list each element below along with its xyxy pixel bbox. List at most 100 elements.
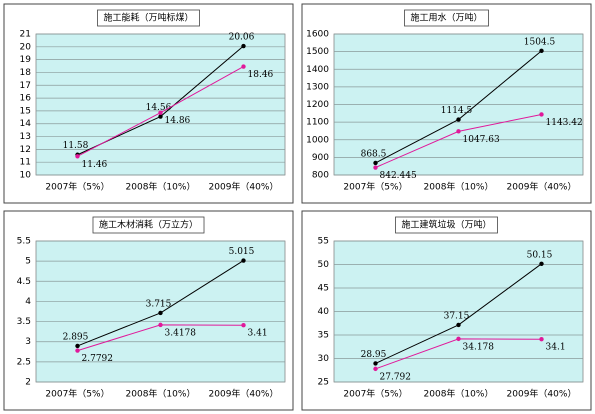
point bbox=[158, 322, 163, 328]
data-label: 14.56 bbox=[146, 103, 172, 113]
point bbox=[75, 154, 80, 159]
x-tick-label: 2008年（10%） bbox=[126, 388, 196, 400]
data-label: 27.792 bbox=[380, 372, 412, 382]
y-tick-label: 2 bbox=[25, 378, 31, 388]
plot-area bbox=[35, 33, 286, 176]
point bbox=[456, 322, 461, 328]
y-tick-label: 3 bbox=[25, 337, 31, 347]
y-tick-label: 55 bbox=[318, 237, 329, 247]
chart-title: 施工木材消耗（万立方） bbox=[99, 219, 198, 231]
point bbox=[241, 64, 246, 69]
point bbox=[456, 117, 461, 122]
point bbox=[539, 261, 544, 266]
y-tick-label: 1600 bbox=[306, 30, 329, 40]
y-tick-label: 900 bbox=[312, 153, 329, 163]
point bbox=[373, 366, 378, 372]
x-tick-label: 2009年（40%） bbox=[507, 181, 577, 193]
y-tick-label: 45 bbox=[318, 284, 329, 294]
y-tick-label: 5.5 bbox=[17, 237, 31, 247]
y-tick-label: 13 bbox=[20, 132, 31, 142]
data-label: 1504.5 bbox=[524, 37, 556, 47]
y-tick-label: 17 bbox=[20, 81, 31, 91]
y-tick-label: 25 bbox=[318, 378, 329, 388]
title-box bbox=[97, 9, 200, 27]
y-tick-label: 18 bbox=[20, 68, 32, 78]
y-tick-label: 1300 bbox=[306, 82, 329, 92]
point bbox=[539, 112, 544, 117]
data-label: 3.4178 bbox=[165, 328, 197, 338]
x-tick-label: 2008年（10%） bbox=[126, 181, 196, 193]
y-tick-label: 4.5 bbox=[17, 277, 31, 287]
y-tick-label: 2.5 bbox=[17, 357, 31, 367]
y-tick-label: 15 bbox=[20, 106, 31, 116]
point bbox=[456, 129, 461, 134]
y-tick-label: 3.5 bbox=[17, 317, 31, 327]
x-tick-label: 2008年（10%） bbox=[424, 388, 494, 400]
y-tick-label: 800 bbox=[312, 171, 329, 181]
point bbox=[241, 322, 246, 328]
y-tick-label: 1100 bbox=[306, 118, 329, 128]
y-tick-label: 12 bbox=[20, 145, 31, 155]
data-label: 37.15 bbox=[444, 311, 470, 321]
data-label: 34.178 bbox=[463, 342, 495, 352]
x-tick-label: 2007年（5%） bbox=[343, 388, 407, 400]
data-label: 2.895 bbox=[63, 332, 89, 342]
y-tick-label: 1500 bbox=[306, 47, 329, 57]
data-label: 3.715 bbox=[146, 299, 172, 309]
x-tick-label: 2007年（5%） bbox=[343, 181, 407, 193]
data-label: 11.58 bbox=[63, 141, 89, 151]
title-box bbox=[92, 216, 205, 234]
data-label: 18.46 bbox=[248, 70, 274, 80]
data-label: 20.06 bbox=[229, 33, 255, 43]
data-label: 34.1 bbox=[546, 343, 566, 353]
data-label: 1047.63 bbox=[463, 135, 500, 145]
point bbox=[158, 110, 163, 115]
x-tick-label: 2008年（10%） bbox=[424, 181, 494, 193]
y-tick-label: 20 bbox=[20, 42, 32, 52]
data-label: 3.41 bbox=[248, 329, 268, 339]
point bbox=[539, 337, 544, 342]
y-tick-label: 35 bbox=[318, 331, 329, 341]
chart-title: 施工能耗（万吨标煤） bbox=[103, 12, 193, 24]
point bbox=[241, 43, 246, 49]
title-box bbox=[404, 9, 489, 27]
data-label: 868.5 bbox=[361, 149, 387, 159]
x-tick-label: 2009年（40%） bbox=[209, 388, 279, 400]
point bbox=[373, 160, 378, 166]
point bbox=[158, 310, 163, 316]
y-tick-label: 11 bbox=[20, 158, 31, 168]
y-tick-label: 4 bbox=[25, 297, 31, 307]
x-tick-label: 2009年（40%） bbox=[507, 388, 577, 400]
y-tick-label: 1400 bbox=[306, 65, 329, 75]
data-label: 28.95 bbox=[361, 350, 387, 360]
point bbox=[373, 165, 378, 170]
y-tick-label: 5 bbox=[25, 257, 31, 267]
point bbox=[75, 343, 80, 349]
y-tick-label: 40 bbox=[318, 307, 330, 317]
y-tick-label: 10 bbox=[20, 171, 32, 181]
data-label: 2.7792 bbox=[82, 354, 114, 364]
y-tick-label: 21 bbox=[20, 30, 31, 40]
point bbox=[241, 258, 246, 263]
point bbox=[158, 114, 163, 119]
y-tick-label: 30 bbox=[318, 354, 330, 364]
y-tick-label: 16 bbox=[20, 94, 32, 104]
point bbox=[456, 336, 461, 342]
data-label: 1143.42 bbox=[546, 118, 583, 128]
point bbox=[539, 48, 544, 54]
point bbox=[373, 361, 378, 366]
data-label: 5.015 bbox=[229, 247, 255, 257]
point bbox=[75, 348, 80, 353]
title-box bbox=[395, 216, 498, 234]
data-label: 11.46 bbox=[82, 160, 108, 170]
y-tick-label: 1200 bbox=[306, 100, 329, 110]
chart-title: 施工建筑垃圾（万吨） bbox=[401, 219, 491, 231]
chart-title: 施工用水（万吨） bbox=[410, 12, 482, 24]
data-label: 50.15 bbox=[527, 250, 553, 260]
x-tick-label: 2007年（5%） bbox=[45, 181, 109, 193]
x-tick-label: 2007年（5%） bbox=[45, 388, 109, 400]
data-label: 14.86 bbox=[165, 116, 191, 126]
data-label: 842.445 bbox=[380, 171, 417, 181]
y-tick-label: 14 bbox=[20, 119, 32, 129]
